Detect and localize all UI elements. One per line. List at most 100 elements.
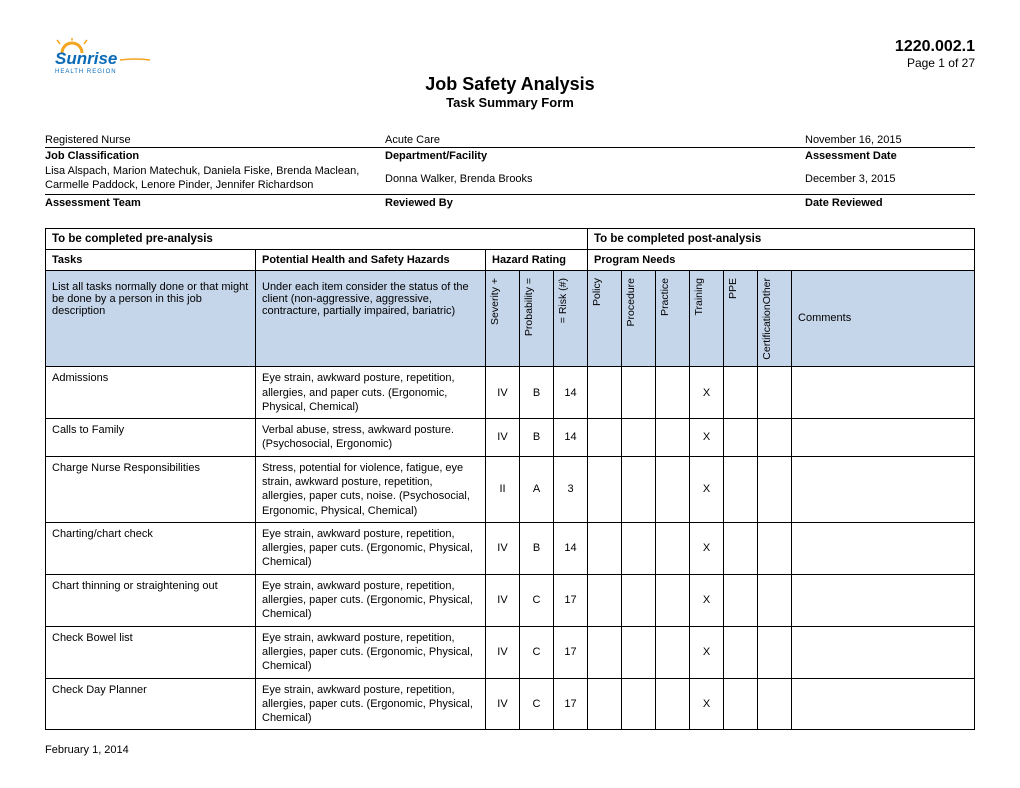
probability-cell: A [520,456,554,522]
table-row: Calls to FamilyVerbal abuse, stress, awk… [46,419,975,457]
policy-cell [588,522,622,574]
task-cell: Charting/chart check [46,522,256,574]
hazard-cell: Eye strain, awkward posture, repetition,… [256,678,486,730]
task-cell: Charge Nurse Responsibilities [46,456,256,522]
comments-cell [792,678,975,730]
col-ppe: PPE [725,272,741,305]
desc-tasks: List all tasks normally done or that mig… [46,270,256,367]
reviewed-by-value: Donna Walker, Brenda Brooks [385,163,805,195]
col-hazards: Potential Health and Safety Hazards [256,249,486,270]
severity-cell: II [486,456,520,522]
table-row: Charting/chart checkEye strain, awkward … [46,522,975,574]
comments-cell [792,574,975,626]
desc-hazards: Under each item consider the status of t… [256,270,486,367]
col-cert-other: CertificationOther [759,272,775,366]
practice-cell [656,367,690,419]
practice-cell [656,456,690,522]
probability-cell: B [520,522,554,574]
col-probability: Probability = [521,272,537,342]
risk-cell: 3 [554,456,588,522]
task-cell: Admissions [46,367,256,419]
practice-cell [656,574,690,626]
ppe-cell [724,367,758,419]
procedure-cell [622,456,656,522]
policy-cell [588,626,622,678]
procedure-cell [622,522,656,574]
col-rating: Hazard Rating [486,249,588,270]
page-number: Page 1 of 27 [895,56,975,70]
comments-cell [792,456,975,522]
practice-cell [656,678,690,730]
training-cell: X [690,678,724,730]
page-subtitle: Task Summary Form [45,95,975,110]
practice-cell [656,419,690,457]
cert-cell [758,419,792,457]
ppe-cell [724,419,758,457]
procedure-cell [622,626,656,678]
training-cell: X [690,367,724,419]
probability-cell: C [520,678,554,730]
probability-cell: B [520,367,554,419]
reviewed-by-label: Reviewed By [385,195,805,210]
date-reviewed-value: December 3, 2015 [805,163,975,195]
risk-cell: 17 [554,626,588,678]
policy-cell [588,367,622,419]
doc-number: 1220.002.1 [895,38,975,56]
department-label: Department/Facility [385,148,805,163]
assess-date-label: Assessment Date [805,148,975,163]
col-risk: = Risk (#) [555,272,571,329]
hazard-cell: Eye strain, awkward posture, repetition,… [256,626,486,678]
probability-cell: B [520,419,554,457]
policy-cell [588,574,622,626]
procedure-cell [622,419,656,457]
probability-cell: C [520,626,554,678]
table-row: Check Day PlannerEye strain, awkward pos… [46,678,975,730]
cert-cell [758,367,792,419]
team-label: Assessment Team [45,195,385,210]
table-row: AdmissionsEye strain, awkward posture, r… [46,367,975,419]
col-needs: Program Needs [588,249,975,270]
jsa-table: To be completed pre-analysis To be compl… [45,228,975,731]
severity-cell: IV [486,574,520,626]
procedure-cell [622,367,656,419]
risk-cell: 14 [554,367,588,419]
ppe-cell [724,626,758,678]
severity-cell: IV [486,678,520,730]
classification-value: Registered Nurse [45,132,385,148]
training-cell: X [690,522,724,574]
logo-text-bottom: HEALTH REGION [55,69,117,75]
pre-analysis-header: To be completed pre-analysis [46,228,588,249]
training-cell: X [690,574,724,626]
post-analysis-header: To be completed post-analysis [588,228,975,249]
comments-cell [792,522,975,574]
severity-cell: IV [486,626,520,678]
cert-cell [758,456,792,522]
practice-cell [656,626,690,678]
page-title: Job Safety Analysis [45,74,975,95]
table-row: Chart thinning or straightening outEye s… [46,574,975,626]
practice-cell [656,522,690,574]
hazard-cell: Eye strain, awkward posture, repetition,… [256,574,486,626]
task-cell: Chart thinning or straightening out [46,574,256,626]
severity-cell: IV [486,522,520,574]
training-cell: X [690,456,724,522]
ppe-cell [724,522,758,574]
col-severity: Severity + [487,272,503,331]
policy-cell [588,419,622,457]
table-row: Charge Nurse ResponsibilitiesStress, pot… [46,456,975,522]
risk-cell: 14 [554,419,588,457]
severity-cell: IV [486,367,520,419]
task-cell: Calls to Family [46,419,256,457]
comments-cell [792,626,975,678]
hazard-cell: Stress, potential for violence, fatigue,… [256,456,486,522]
comments-cell [792,419,975,457]
task-cell: Check Bowel list [46,626,256,678]
policy-cell [588,456,622,522]
cert-cell [758,522,792,574]
severity-cell: IV [486,419,520,457]
footer-date: February 1, 2014 [45,744,975,756]
hazard-cell: Eye strain, awkward posture, repetition,… [256,367,486,419]
table-row: Check Bowel listEye strain, awkward post… [46,626,975,678]
hazard-cell: Verbal abuse, stress, awkward posture. (… [256,419,486,457]
comments-cell [792,367,975,419]
